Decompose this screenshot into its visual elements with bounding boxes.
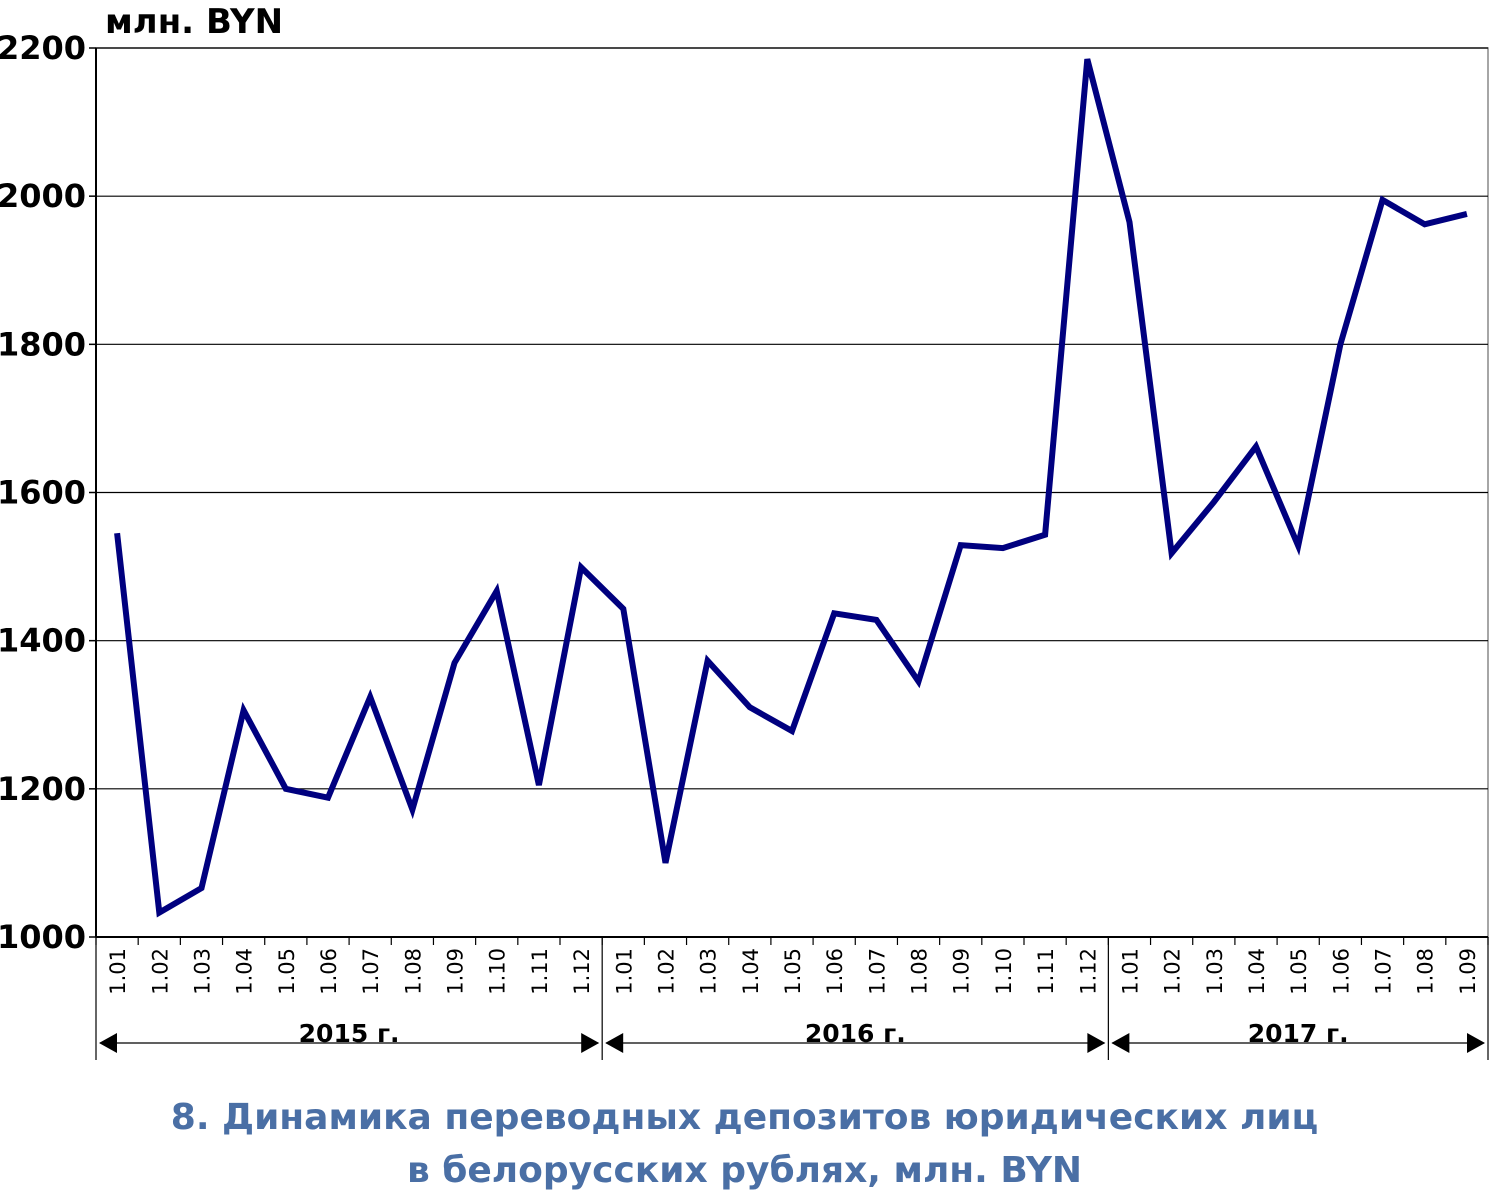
y-unit-label: млн. BYN (105, 2, 283, 42)
x-tick-label: 1.12 (570, 948, 594, 995)
y-tick-labels: 1000 1200 1400 1600 1800 2000 2200 (0, 29, 86, 956)
chart-caption: 8. Динамика переводных депозитов юридиче… (0, 1093, 1489, 1199)
y-tick-label: 1200 (0, 770, 86, 808)
x-tick-label: 1.09 (444, 948, 468, 995)
arrow-right-head (1087, 1033, 1106, 1053)
arrow-left-head (605, 1033, 624, 1053)
x-tick-label: 1.10 (486, 948, 510, 995)
x-tick-label: 1.07 (865, 948, 889, 995)
x-tick-label: 1.03 (1203, 948, 1227, 995)
x-tick-label: 1.09 (1456, 948, 1480, 995)
chart: млн. BYN 1000 1200 1400 1600 1800 2000 2200 1.… (0, 2, 1489, 1060)
x-tick-label: 1.06 (317, 948, 341, 995)
year-label: 2016 г. (805, 1019, 906, 1048)
y-tick-label: 1600 (0, 474, 86, 512)
x-tick-label: 1.05 (781, 948, 805, 995)
y-tick-label: 2000 (0, 177, 86, 215)
x-tick-label: 1.03 (697, 948, 721, 995)
y-tick-label: 1000 (0, 918, 86, 956)
caption-line-2: в белорусских рублях, млн. BYN (406, 1150, 1083, 1191)
x-tick-label: 1.03 (190, 948, 214, 995)
x-axis: 1.01 1.02 1.03 1.04 1.05 1.06 1.07 1.08 1.09 1.10… (95, 48, 1489, 995)
series-line (114, 58, 1468, 918)
x-tick-label: 1.08 (1414, 948, 1438, 995)
arrow-left-head (99, 1033, 117, 1053)
x-tick-label: 1.06 (1329, 948, 1353, 995)
x-tick-label: 1.04 (1245, 948, 1269, 995)
y-tick-label: 1400 (0, 622, 86, 660)
x-tick-label: 1.05 (1287, 948, 1311, 995)
x-tick-label: 1.05 (275, 948, 299, 995)
x-tick-label: 1.07 (359, 948, 383, 995)
arrow-left-head (1111, 1033, 1130, 1053)
x-tick-label: 1.01 (106, 948, 130, 995)
series-lines (114, 58, 1468, 918)
x-tick-label: 1.04 (233, 948, 257, 995)
x-tick-label: 1.11 (528, 948, 552, 995)
year-label: 2017 г. (1248, 1019, 1349, 1048)
x-tick-label: 1.06 (823, 948, 847, 995)
x-tick-label: 1.11 (1034, 948, 1058, 995)
x-tick-label: 1.10 (992, 948, 1016, 995)
year-brackets: 2015 г. 2016 г. 2017 г. (95, 937, 1489, 1060)
x-tick-label: 1.08 (401, 948, 425, 995)
x-tick-label: 1.02 (1161, 948, 1185, 995)
x-tick-label: 1.08 (908, 948, 932, 995)
x-tick-label: 1.09 (950, 948, 974, 995)
x-tick-label: 1.07 (1372, 948, 1396, 995)
x-tick-label: 1.04 (739, 948, 763, 995)
year-label: 2015 г. (299, 1019, 400, 1048)
caption-line-1: 8. Динамика переводных депозитов юридиче… (170, 1097, 1319, 1138)
x-tick-label: 1.01 (1118, 948, 1142, 995)
arrow-right-head (581, 1033, 600, 1053)
y-tick-label: 2200 (0, 29, 86, 67)
x-tick-label: 1.02 (148, 948, 172, 995)
x-tick-label: 1.12 (1076, 948, 1100, 995)
arrow-right-head (1467, 1033, 1485, 1053)
y-tick-label: 1800 (0, 325, 86, 363)
x-tick-label: 1.01 (612, 948, 636, 995)
x-tick-label: 1.02 (654, 948, 678, 995)
